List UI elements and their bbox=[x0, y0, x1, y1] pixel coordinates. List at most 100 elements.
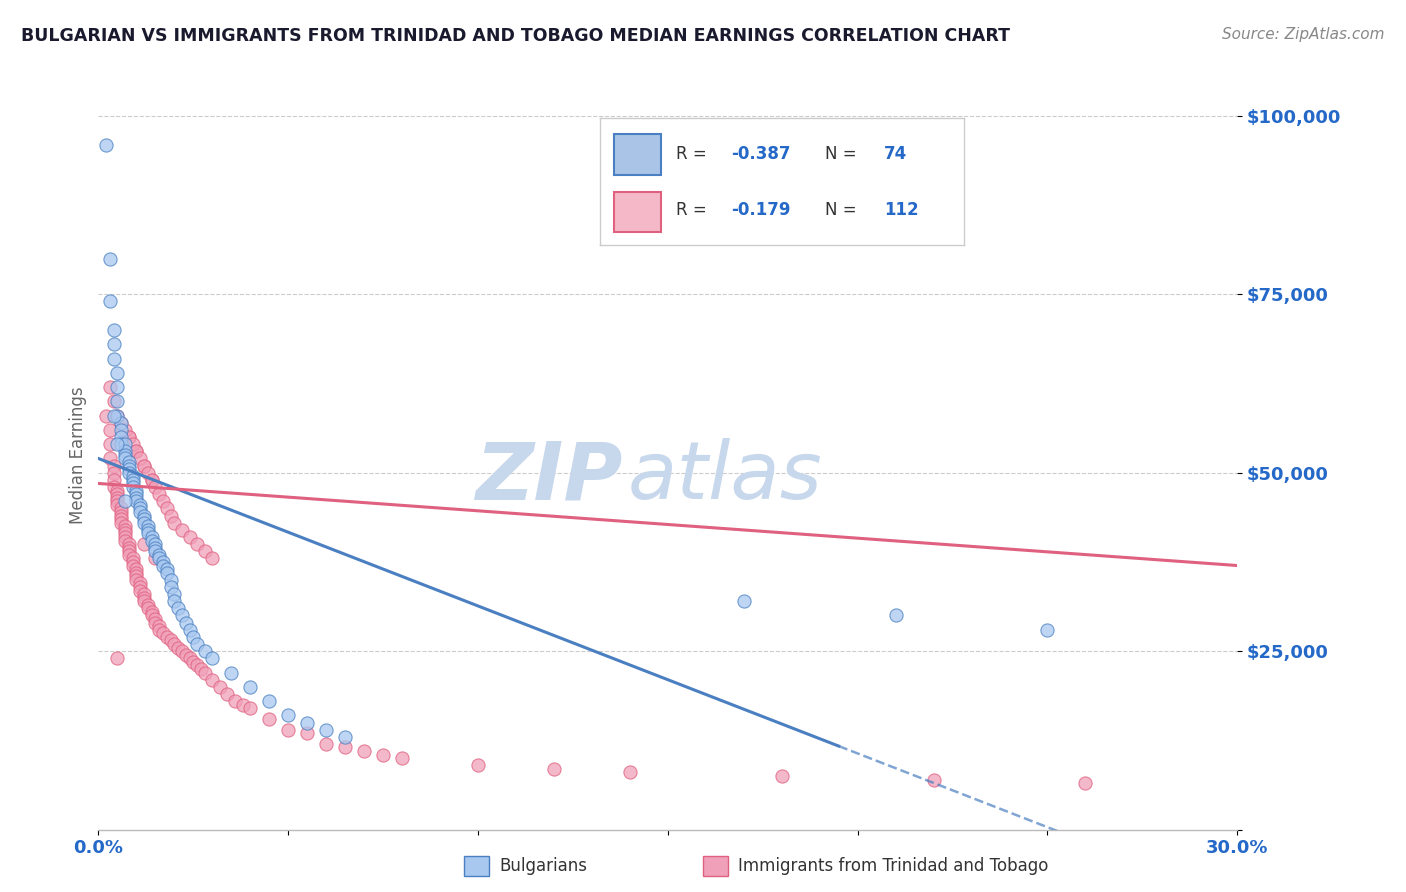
Point bbox=[156, 566, 179, 580]
Point bbox=[118, 548, 141, 562]
Point bbox=[277, 723, 299, 737]
Point bbox=[110, 423, 132, 437]
Point bbox=[208, 680, 231, 694]
Point bbox=[107, 498, 129, 512]
Point bbox=[110, 430, 132, 444]
Point bbox=[98, 437, 121, 451]
Point bbox=[148, 623, 170, 637]
Point bbox=[315, 723, 337, 737]
Point bbox=[132, 458, 155, 473]
Point bbox=[114, 526, 136, 541]
Point bbox=[132, 512, 155, 526]
Point bbox=[141, 605, 163, 619]
Point bbox=[183, 655, 205, 669]
Point bbox=[156, 630, 179, 644]
Point bbox=[922, 772, 945, 787]
Point bbox=[107, 380, 129, 394]
Point bbox=[98, 423, 121, 437]
Point bbox=[121, 469, 143, 483]
Point bbox=[141, 608, 163, 623]
Point bbox=[1074, 776, 1097, 790]
Point bbox=[770, 769, 793, 783]
Point bbox=[159, 508, 181, 523]
Point bbox=[194, 665, 217, 680]
Point bbox=[107, 483, 129, 498]
Point bbox=[467, 758, 489, 772]
Point bbox=[110, 505, 132, 519]
Point bbox=[118, 455, 141, 469]
Point bbox=[107, 409, 129, 423]
Point bbox=[179, 623, 201, 637]
Point bbox=[136, 523, 159, 537]
Point bbox=[129, 583, 152, 598]
Point bbox=[121, 473, 143, 487]
Point bbox=[335, 730, 357, 744]
Y-axis label: Median Earnings: Median Earnings bbox=[69, 386, 87, 524]
Point bbox=[159, 580, 181, 594]
Point bbox=[125, 483, 148, 498]
Point bbox=[114, 533, 136, 548]
Point bbox=[110, 512, 132, 526]
Point bbox=[107, 409, 129, 423]
Point bbox=[232, 698, 254, 712]
Point bbox=[132, 516, 155, 530]
Point bbox=[186, 658, 208, 673]
Point bbox=[145, 537, 167, 551]
Point bbox=[179, 651, 201, 665]
Point bbox=[163, 594, 186, 608]
Text: atlas: atlas bbox=[628, 438, 823, 516]
Point bbox=[125, 444, 148, 458]
Point bbox=[179, 530, 201, 544]
Point bbox=[132, 591, 155, 605]
Point bbox=[114, 451, 136, 466]
Point bbox=[114, 530, 136, 544]
Point bbox=[114, 494, 136, 508]
Point bbox=[217, 687, 239, 701]
Point bbox=[1036, 623, 1059, 637]
Text: BULGARIAN VS IMMIGRANTS FROM TRINIDAD AND TOBAGO MEDIAN EARNINGS CORRELATION CHA: BULGARIAN VS IMMIGRANTS FROM TRINIDAD AN… bbox=[21, 27, 1010, 45]
Point bbox=[118, 458, 141, 473]
Point bbox=[141, 473, 163, 487]
Point bbox=[118, 466, 141, 480]
Text: Bulgarians: Bulgarians bbox=[499, 857, 588, 875]
Point bbox=[103, 394, 125, 409]
Point bbox=[103, 466, 125, 480]
Point bbox=[145, 615, 167, 630]
Point bbox=[194, 644, 217, 658]
Point bbox=[148, 619, 170, 633]
Point bbox=[170, 644, 193, 658]
Point bbox=[141, 530, 163, 544]
Point bbox=[103, 409, 125, 423]
Point bbox=[107, 437, 129, 451]
Point bbox=[170, 523, 193, 537]
Point bbox=[136, 526, 159, 541]
Point bbox=[125, 491, 148, 505]
Point bbox=[174, 615, 197, 630]
Point bbox=[129, 498, 152, 512]
Point bbox=[190, 662, 212, 676]
Point bbox=[129, 580, 152, 594]
Point bbox=[156, 562, 179, 576]
Point bbox=[174, 648, 197, 662]
Point bbox=[125, 569, 148, 583]
Point bbox=[114, 423, 136, 437]
Point bbox=[121, 555, 143, 569]
Point bbox=[125, 573, 148, 587]
Point bbox=[145, 541, 167, 555]
Point bbox=[103, 337, 125, 351]
Point bbox=[163, 516, 186, 530]
Point bbox=[121, 437, 143, 451]
Point bbox=[121, 480, 143, 494]
Point bbox=[201, 673, 224, 687]
Point bbox=[129, 505, 152, 519]
Point bbox=[114, 519, 136, 533]
Point bbox=[125, 566, 148, 580]
Point bbox=[297, 715, 319, 730]
Point bbox=[194, 544, 217, 558]
Point bbox=[114, 437, 136, 451]
Point bbox=[167, 601, 190, 615]
Text: ZIP: ZIP bbox=[475, 438, 623, 516]
Point bbox=[98, 252, 121, 266]
Point bbox=[163, 587, 186, 601]
Point bbox=[159, 633, 181, 648]
